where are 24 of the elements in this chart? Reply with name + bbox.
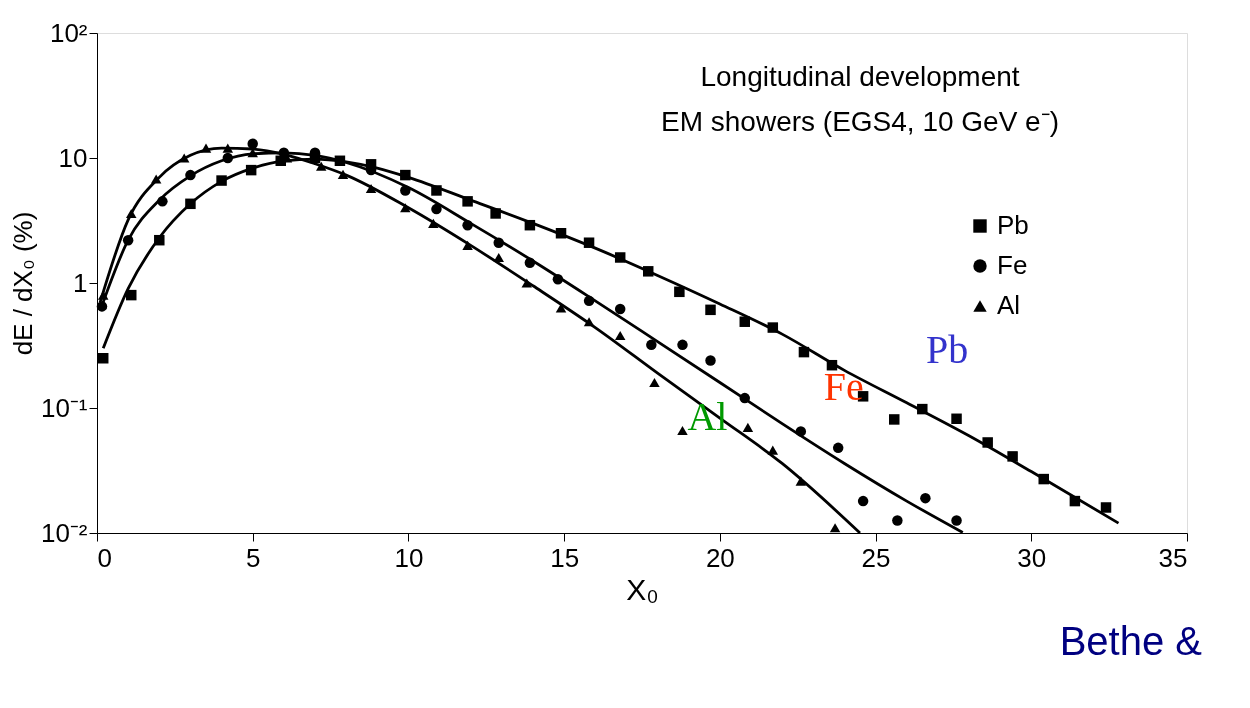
y-tick-label: 10⁻² xyxy=(40,517,88,548)
text: Longitudinal development xyxy=(700,61,1020,92)
x-tick-label: 0 xyxy=(97,542,112,573)
x-tick-label: 10 xyxy=(394,542,424,573)
annotation: Al xyxy=(687,394,728,439)
legend-label: Fe xyxy=(997,250,1028,280)
text: EM showers (EGS4, 10 GeV e⁻) xyxy=(660,106,1060,137)
x-tick-label: 20 xyxy=(705,542,735,573)
annotation: Fe xyxy=(823,364,864,409)
x-tick-label: 30 xyxy=(1017,542,1047,573)
legend-label: Pb xyxy=(997,210,1029,240)
annotation: Pb xyxy=(926,326,969,372)
x-axis-title: X₀ xyxy=(626,572,659,606)
x-tick-label: 35 xyxy=(1158,542,1188,573)
y-tick-label: 10⁻¹ xyxy=(40,392,88,423)
y-axis-title: dE / dX₀ (%) xyxy=(7,211,38,356)
text: Bethe & xyxy=(1059,619,1203,663)
legend-label: Al xyxy=(997,290,1021,320)
x-tick-label: 15 xyxy=(550,542,580,573)
y-tick-label: 1 xyxy=(73,267,88,298)
x-tick-label: 25 xyxy=(861,542,891,573)
y-tick-label: 10 xyxy=(58,142,88,173)
y-tick-label: 10² xyxy=(49,17,88,48)
x-tick-label: 5 xyxy=(245,542,261,573)
